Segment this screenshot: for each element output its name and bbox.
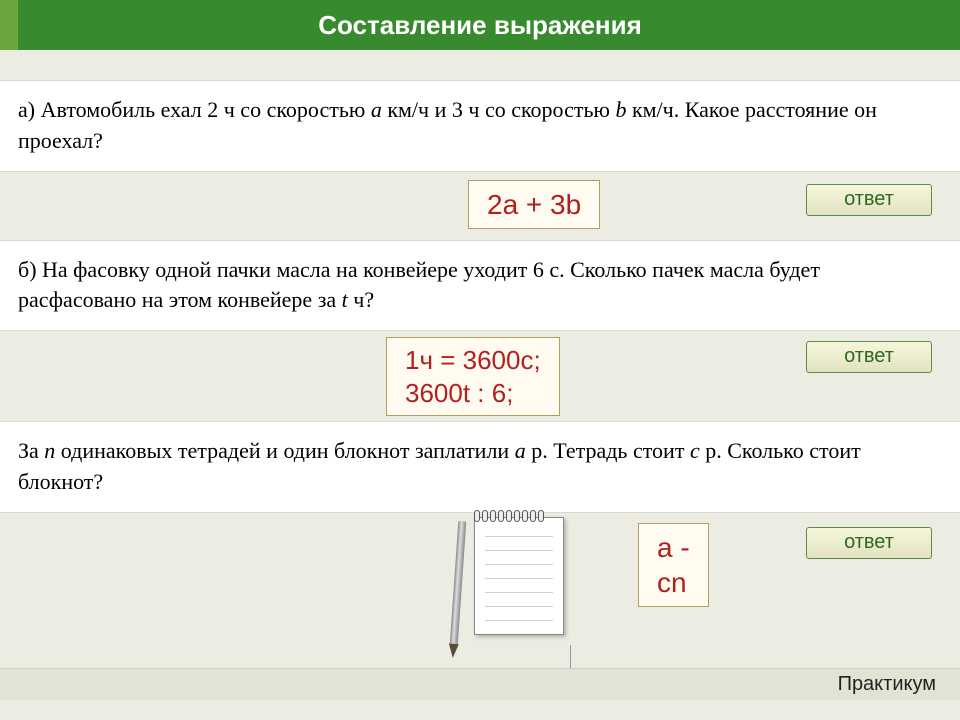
problem-a-answer: 2a + 3b	[468, 180, 600, 229]
problem-c-answer: a - cn	[638, 523, 709, 607]
problem-b-answer: 1ч = 3600с; 3600t : 6;	[386, 337, 560, 416]
slide-footer: Практикум	[0, 668, 960, 700]
problem-c-text: За n одинаковых тетрадей и один блокнот …	[0, 421, 960, 513]
slide-header: Составление выражения	[0, 0, 960, 50]
spacer	[0, 50, 960, 80]
notepad-paper	[474, 517, 564, 635]
answer-button-a[interactable]: ответ	[806, 184, 932, 216]
pen-icon	[450, 521, 467, 646]
answer-button-c[interactable]: ответ	[806, 527, 932, 559]
notepad-binding	[474, 509, 564, 521]
page-title: Составление выражения	[318, 10, 642, 41]
header-accent	[0, 0, 18, 50]
slide-body: а) Автомобиль ехал 2 ч со скоростью a км…	[0, 50, 960, 700]
problem-b-answer-row: 1ч = 3600с; 3600t : 6; ответ	[0, 331, 960, 421]
problem-a-text: а) Автомобиль ехал 2 ч со скоростью a км…	[0, 80, 960, 172]
problem-c-answer-row: a - cn ответ	[0, 513, 960, 643]
notepad-icon	[460, 501, 568, 641]
problem-b-text: б) На фасовку одной пачки масла на конве…	[0, 240, 960, 332]
answer-button-b[interactable]: ответ	[806, 341, 932, 373]
footer-label: Практикум	[838, 673, 936, 696]
problem-a-answer-row: 2a + 3b ответ	[0, 172, 960, 240]
